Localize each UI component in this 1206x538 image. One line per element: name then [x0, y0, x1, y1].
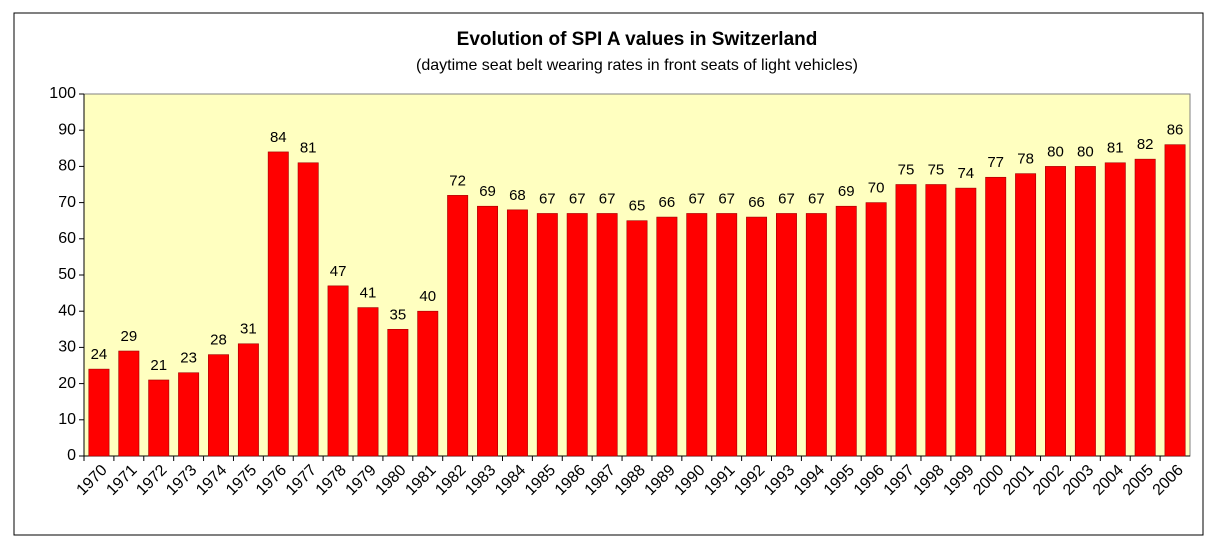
- bar: [955, 187, 977, 457]
- bar: [865, 202, 887, 457]
- bar: [656, 216, 678, 457]
- bar: [626, 220, 648, 457]
- y-tick-label: 90: [58, 121, 76, 138]
- bar: [237, 343, 259, 457]
- bar: [178, 372, 200, 457]
- bar: [805, 213, 827, 457]
- bar: [506, 209, 528, 457]
- bar: [297, 162, 319, 457]
- bar: [895, 184, 917, 457]
- value-label: 78: [1017, 151, 1034, 168]
- value-label: 31: [240, 321, 257, 338]
- value-label: 40: [419, 288, 436, 305]
- value-label: 47: [330, 263, 347, 280]
- bar: [566, 213, 588, 457]
- bar: [775, 213, 797, 457]
- value-label: 29: [120, 328, 137, 345]
- value-label: 77: [987, 154, 1004, 171]
- bar: [925, 184, 947, 457]
- value-label: 67: [569, 190, 586, 207]
- value-label: 75: [928, 161, 945, 178]
- value-label: 24: [91, 346, 108, 363]
- value-label: 21: [150, 357, 167, 374]
- bar: [88, 368, 110, 457]
- value-label: 66: [748, 194, 765, 211]
- value-label: 69: [479, 183, 496, 200]
- value-label: 69: [838, 183, 855, 200]
- y-tick-label: 10: [58, 411, 76, 428]
- chart-title: Evolution of SPI A values in Switzerland: [457, 29, 818, 50]
- value-label: 23: [180, 350, 197, 367]
- value-label: 82: [1137, 136, 1154, 153]
- bar: [357, 307, 379, 457]
- y-tick-label: 100: [49, 85, 76, 102]
- y-tick-label: 80: [58, 158, 76, 175]
- y-tick-label: 60: [58, 230, 76, 247]
- bar: [1015, 173, 1037, 457]
- value-label: 84: [270, 129, 287, 146]
- value-label: 81: [1107, 140, 1124, 157]
- value-label: 80: [1047, 143, 1064, 160]
- value-label: 72: [449, 172, 466, 189]
- bar: [536, 213, 558, 457]
- value-label: 70: [868, 180, 885, 197]
- chart-subtitle: (daytime seat belt wearing rates in fron…: [416, 57, 858, 74]
- value-label: 81: [300, 140, 317, 157]
- bar: [118, 350, 140, 457]
- y-tick-label: 50: [58, 266, 76, 283]
- y-tick-label: 20: [58, 375, 76, 392]
- y-tick-label: 70: [58, 194, 76, 211]
- bar: [267, 151, 289, 457]
- bar: [1104, 162, 1126, 457]
- value-label: 80: [1077, 143, 1094, 160]
- bar: [387, 328, 409, 457]
- value-label: 67: [808, 190, 825, 207]
- bar: [716, 213, 738, 457]
- bar: [596, 213, 618, 457]
- value-label: 68: [509, 187, 526, 204]
- bar: [835, 205, 857, 457]
- value-label: 67: [539, 190, 556, 207]
- value-label: 65: [629, 198, 646, 215]
- bar: [1164, 144, 1186, 457]
- y-tick-label: 0: [67, 447, 76, 464]
- bar: [686, 213, 708, 457]
- y-tick-label: 30: [58, 339, 76, 356]
- value-label: 67: [688, 190, 705, 207]
- bar: [327, 285, 349, 457]
- value-label: 35: [390, 306, 407, 323]
- bar: [1134, 158, 1156, 457]
- bar: [477, 205, 499, 457]
- value-label: 67: [778, 190, 795, 207]
- value-label: 75: [898, 161, 915, 178]
- bar: [148, 379, 170, 457]
- value-label: 67: [599, 190, 616, 207]
- bar: [985, 176, 1007, 457]
- bar: [1045, 166, 1066, 457]
- bar: [1074, 166, 1096, 457]
- y-tick-label: 40: [58, 302, 76, 319]
- value-label: 41: [360, 285, 377, 302]
- bar: [746, 216, 768, 457]
- bar: [447, 195, 469, 457]
- value-label: 66: [659, 194, 676, 211]
- value-label: 67: [718, 190, 735, 207]
- bar: [417, 310, 439, 457]
- bar: [208, 354, 229, 457]
- value-label: 86: [1167, 122, 1184, 139]
- value-label: 74: [957, 165, 974, 182]
- value-label: 28: [210, 332, 227, 349]
